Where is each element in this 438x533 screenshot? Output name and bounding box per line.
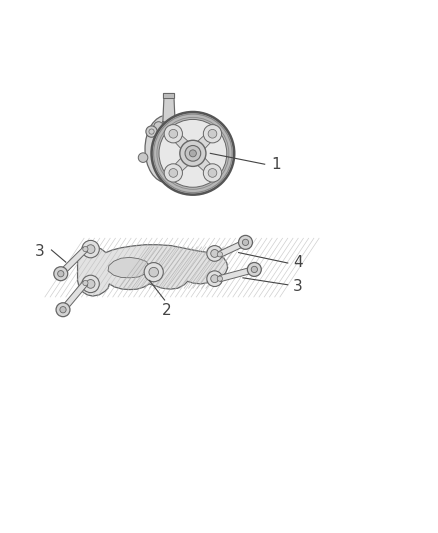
Circle shape (169, 130, 178, 138)
Circle shape (144, 263, 163, 282)
Polygon shape (108, 257, 149, 278)
Polygon shape (163, 94, 175, 122)
Circle shape (86, 279, 95, 288)
Circle shape (203, 125, 222, 143)
Circle shape (152, 112, 234, 195)
Circle shape (146, 126, 157, 137)
Circle shape (189, 150, 196, 157)
Circle shape (217, 276, 223, 281)
Circle shape (149, 268, 159, 277)
Circle shape (169, 168, 178, 177)
Polygon shape (169, 129, 190, 150)
Polygon shape (169, 156, 190, 177)
Circle shape (54, 266, 68, 281)
Text: 2: 2 (162, 303, 172, 319)
Circle shape (154, 122, 163, 131)
Text: 1: 1 (271, 157, 281, 172)
Polygon shape (78, 245, 228, 296)
Polygon shape (196, 156, 217, 177)
Circle shape (207, 246, 223, 261)
Text: 4: 4 (293, 255, 303, 270)
Circle shape (203, 164, 222, 182)
Circle shape (180, 140, 206, 166)
Circle shape (211, 275, 219, 282)
Circle shape (159, 119, 227, 187)
Polygon shape (78, 245, 228, 296)
Circle shape (211, 249, 219, 257)
Text: 3: 3 (293, 279, 303, 294)
Circle shape (56, 303, 70, 317)
Circle shape (208, 130, 217, 138)
Polygon shape (219, 266, 255, 281)
Polygon shape (61, 281, 88, 312)
Circle shape (239, 236, 252, 249)
Circle shape (58, 271, 64, 277)
Circle shape (217, 252, 223, 257)
Circle shape (207, 271, 223, 287)
Circle shape (83, 280, 88, 286)
Circle shape (83, 246, 88, 252)
Polygon shape (196, 129, 217, 150)
Circle shape (86, 245, 95, 254)
Circle shape (251, 266, 258, 272)
Circle shape (82, 275, 99, 293)
Ellipse shape (145, 115, 188, 183)
Circle shape (170, 165, 179, 175)
Circle shape (138, 153, 148, 163)
Circle shape (242, 239, 249, 246)
Polygon shape (163, 93, 174, 98)
Circle shape (82, 240, 99, 258)
Circle shape (164, 164, 183, 182)
Polygon shape (59, 247, 88, 276)
Circle shape (247, 262, 261, 277)
Circle shape (164, 125, 183, 143)
Circle shape (60, 306, 66, 313)
Circle shape (185, 146, 201, 161)
Text: 3: 3 (35, 244, 45, 259)
Circle shape (208, 168, 217, 177)
Polygon shape (219, 240, 247, 257)
